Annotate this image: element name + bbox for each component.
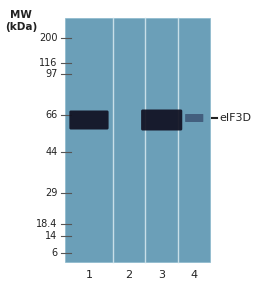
FancyBboxPatch shape [69, 110, 109, 129]
Text: 200: 200 [39, 33, 57, 43]
Text: 2: 2 [126, 270, 133, 280]
Text: 4: 4 [191, 270, 198, 280]
Text: 3: 3 [158, 270, 165, 280]
Text: 66: 66 [45, 110, 57, 120]
Text: 29: 29 [45, 188, 57, 198]
Text: 97: 97 [45, 69, 57, 79]
Text: 14: 14 [45, 231, 57, 241]
Text: 6: 6 [51, 248, 57, 258]
Text: MW
(kDa): MW (kDa) [5, 10, 37, 32]
Text: 44: 44 [45, 147, 57, 157]
Text: 1: 1 [86, 270, 92, 280]
Text: 116: 116 [39, 58, 57, 68]
FancyBboxPatch shape [141, 110, 182, 131]
FancyBboxPatch shape [65, 18, 210, 262]
FancyBboxPatch shape [185, 114, 203, 122]
Text: 18.4: 18.4 [36, 219, 57, 229]
Text: eIF3D: eIF3D [219, 113, 251, 123]
